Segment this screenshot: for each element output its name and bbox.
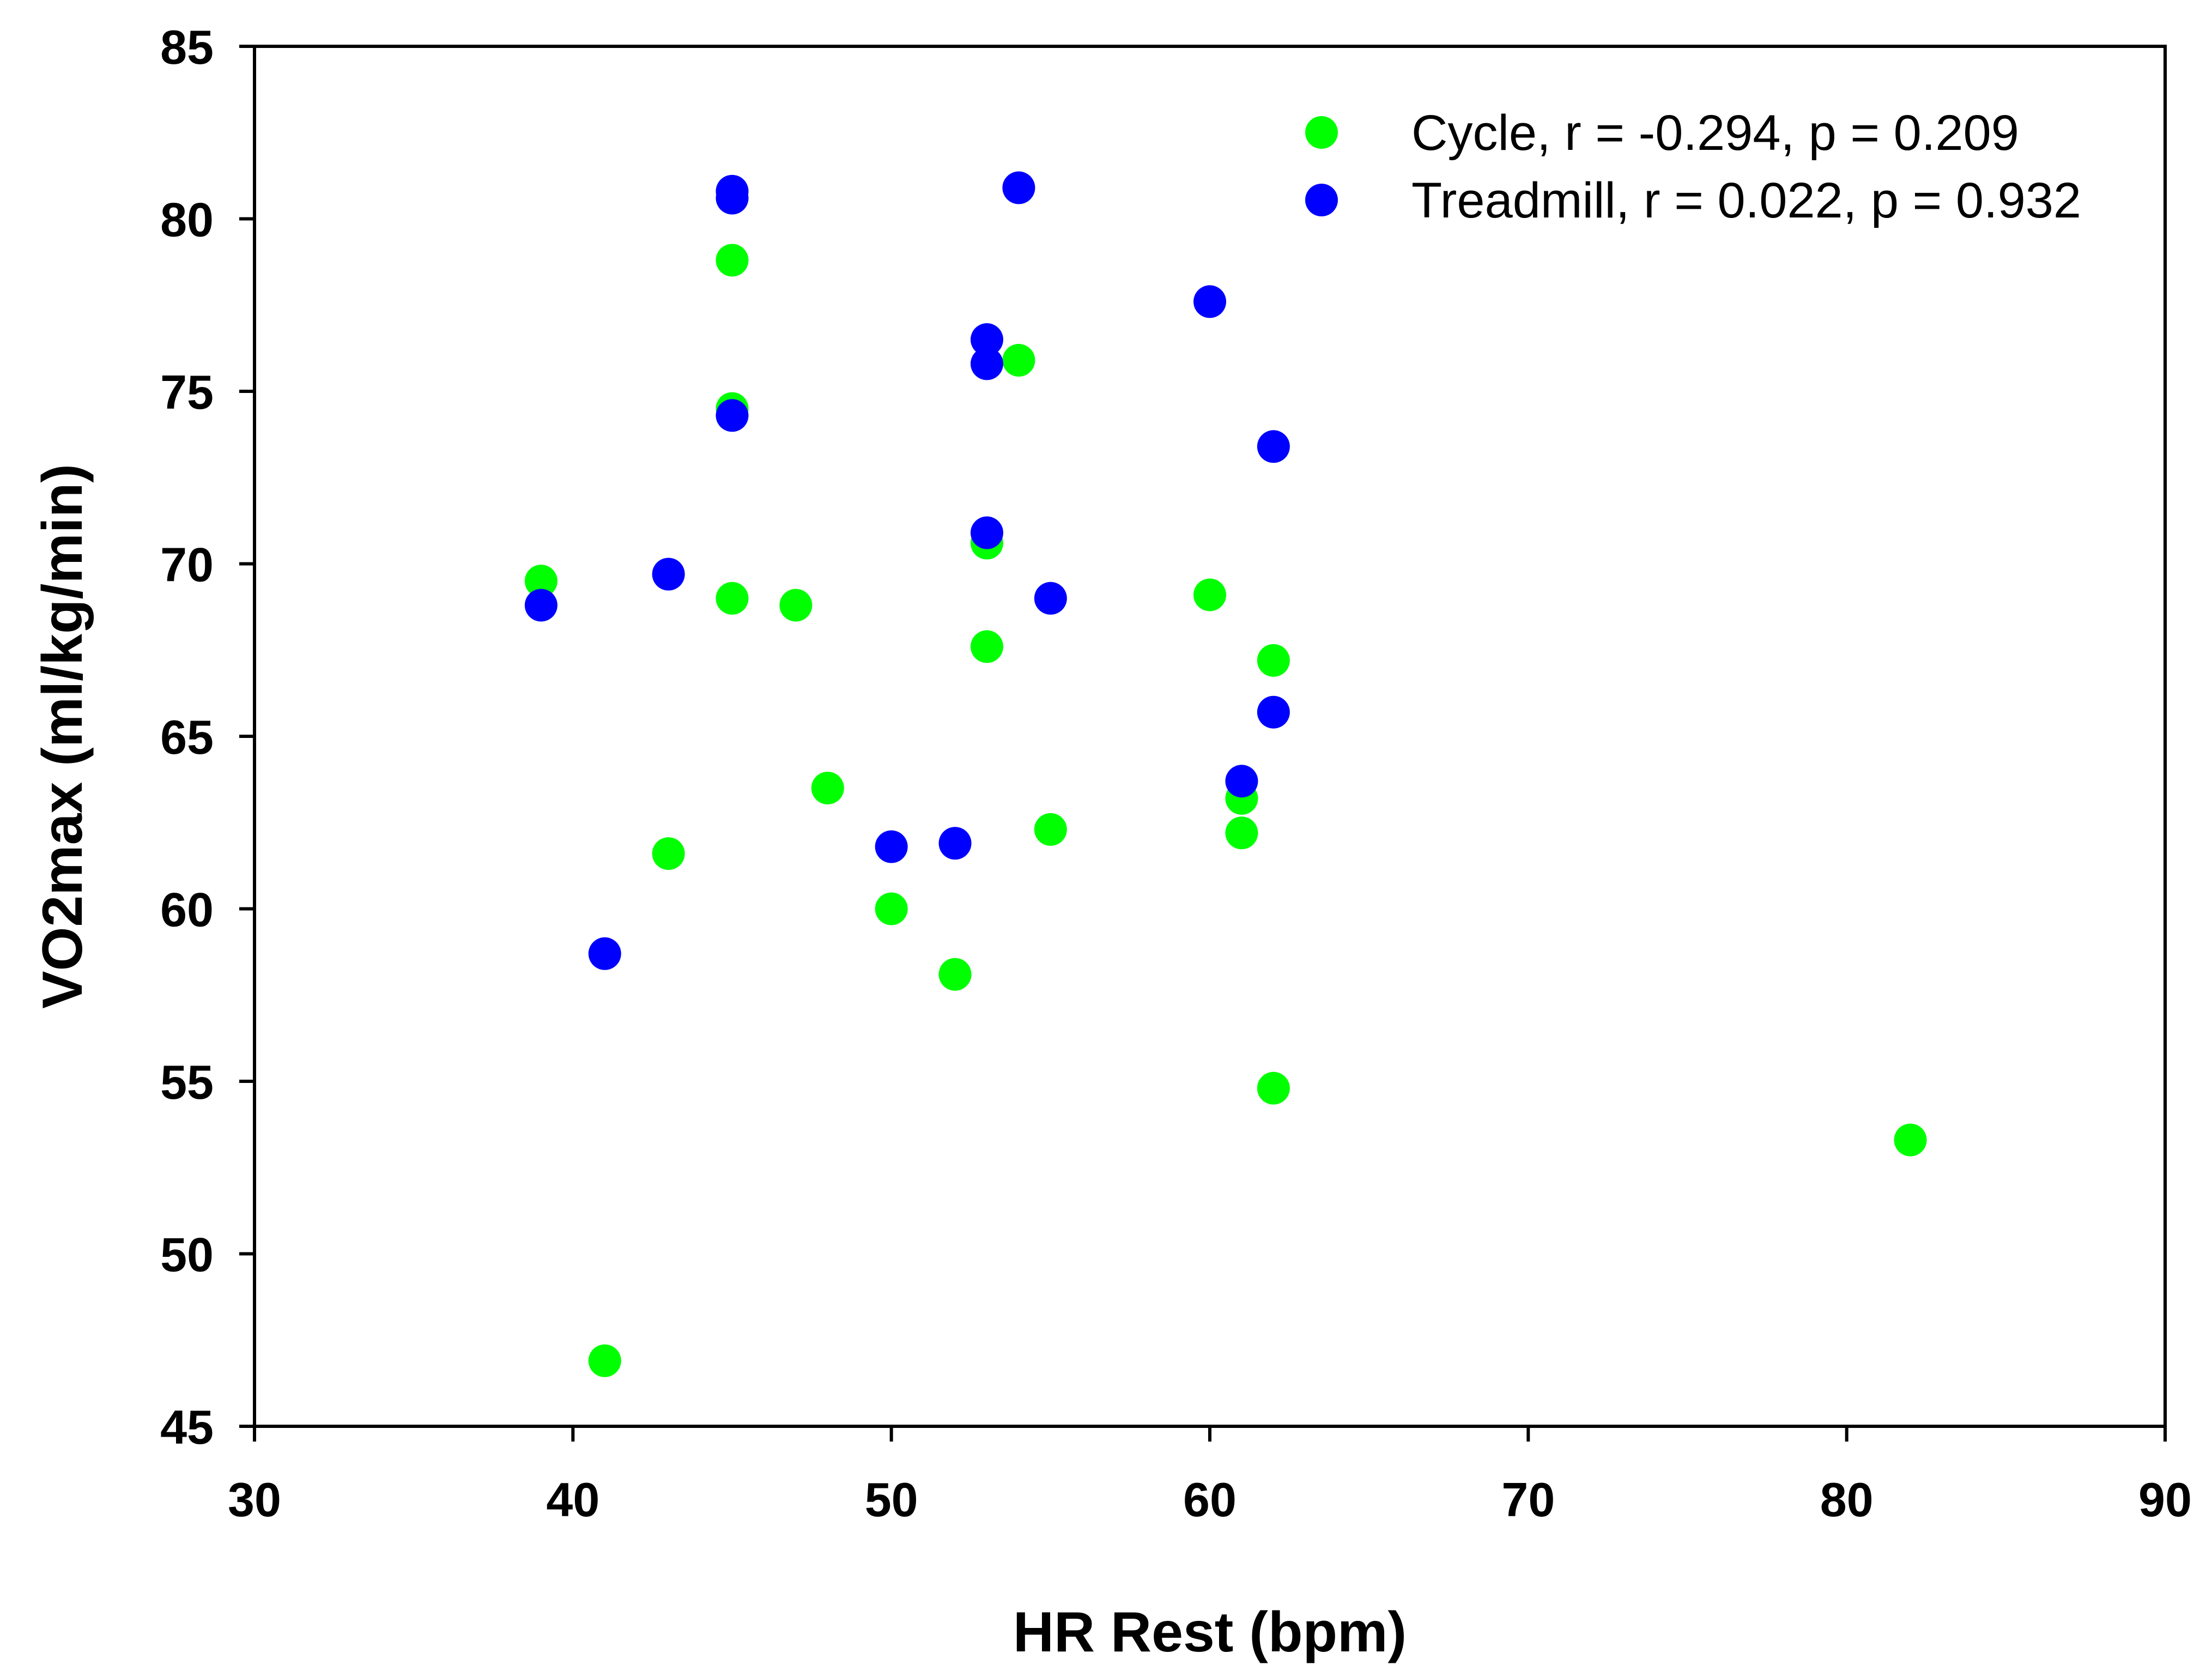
data-point	[970, 347, 1003, 380]
data-point	[938, 958, 972, 991]
legend: Cycle, r = -0.294, p = 0.209 Treadmill, r…	[1305, 105, 2081, 228]
data-point	[716, 582, 749, 615]
y-tick-label: 50	[160, 1228, 214, 1282]
data-point	[588, 937, 621, 970]
data-point	[1034, 813, 1067, 846]
data-point	[938, 827, 972, 860]
y-tick-label: 60	[160, 883, 214, 937]
x-tick-label: 90	[2138, 1473, 2192, 1527]
data-point	[1257, 1071, 1290, 1105]
series-treadmill	[524, 171, 1290, 970]
y-tick-label: 80	[160, 193, 214, 247]
x-tick-label: 60	[1183, 1473, 1237, 1527]
data-point	[716, 181, 749, 215]
plot-border	[253, 45, 2167, 1428]
x-axis-title: HR Rest (bpm)	[1013, 1601, 1407, 1664]
x-axis: 30 40 50 60 70 80 90	[228, 1426, 2192, 1527]
y-axis-title: VO2max (ml/kg/min)	[31, 464, 94, 1009]
x-tick-label: 80	[1820, 1473, 1874, 1527]
data-point	[1257, 430, 1290, 463]
plot-frame	[253, 45, 2167, 1428]
legend-label: Cycle, r = -0.294, p = 0.209	[1411, 105, 2019, 161]
data-point	[875, 830, 908, 863]
data-points	[524, 171, 1927, 1377]
data-point	[524, 565, 557, 598]
data-point	[652, 558, 685, 591]
data-point	[1894, 1123, 1927, 1157]
data-point	[1002, 171, 1035, 204]
data-point	[1225, 816, 1258, 850]
data-point	[652, 837, 685, 870]
data-point	[970, 630, 1003, 663]
x-tick-label: 70	[1501, 1473, 1555, 1527]
x-tick-label: 30	[228, 1473, 281, 1527]
data-point	[716, 399, 749, 432]
data-point	[811, 771, 844, 804]
data-point	[1257, 695, 1290, 729]
data-point	[1002, 344, 1035, 377]
y-tick-label: 75	[160, 365, 214, 419]
data-point	[970, 516, 1003, 549]
data-point	[588, 1344, 621, 1377]
legend-label: Treadmill, r = 0.022, p = 0.932	[1411, 173, 2081, 228]
y-tick-label: 55	[160, 1055, 214, 1109]
data-point	[524, 589, 557, 622]
data-point	[779, 589, 813, 622]
x-tick-label: 40	[546, 1473, 599, 1527]
y-axis: 45 50 55 60 65 70 75 80 85	[160, 20, 254, 1454]
data-point	[1225, 765, 1258, 798]
y-tick-label: 45	[160, 1400, 214, 1454]
legend-marker	[1305, 184, 1338, 216]
data-point	[970, 323, 1003, 356]
y-tick-label: 85	[160, 20, 214, 74]
data-point	[875, 892, 908, 925]
x-tick-label: 50	[865, 1473, 918, 1527]
data-point	[716, 244, 749, 277]
data-point	[1193, 285, 1226, 318]
y-tick-label: 65	[160, 710, 214, 764]
data-point	[1193, 578, 1226, 612]
data-point	[1257, 644, 1290, 677]
y-tick-label: 70	[160, 538, 214, 592]
data-point	[1034, 582, 1067, 615]
legend-marker	[1305, 116, 1338, 149]
